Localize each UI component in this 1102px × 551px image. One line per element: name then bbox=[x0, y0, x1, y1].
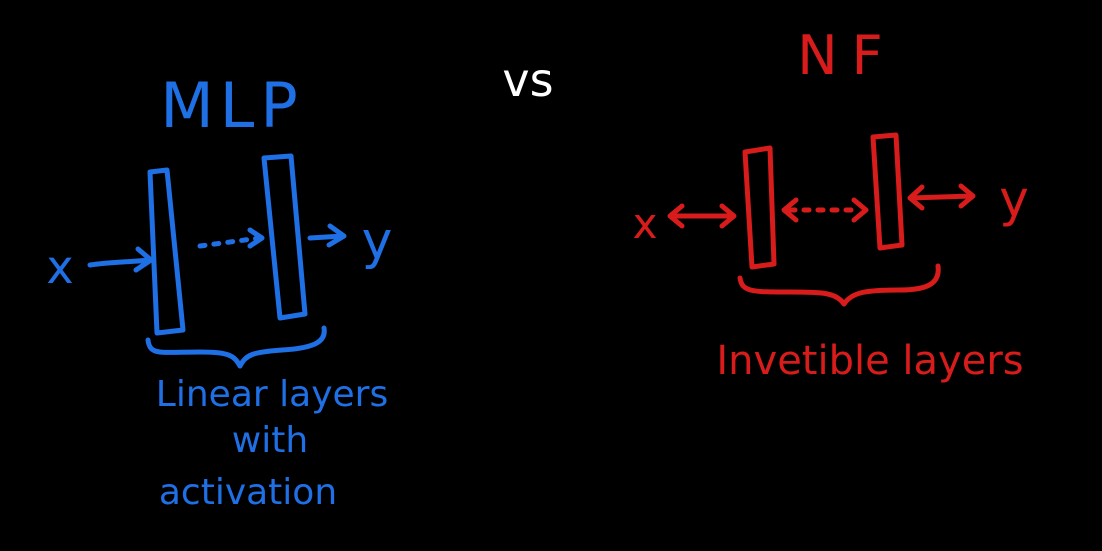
mlp-output-arrow bbox=[307, 223, 347, 248]
mlp-input-arrow bbox=[87, 246, 154, 273]
nf-diagram: NF x y Invetible layers bbox=[633, 24, 1029, 384]
nf-caption: Invetible layers bbox=[716, 338, 1023, 384]
mlp-brace bbox=[145, 325, 327, 369]
mlp-caption-line-3: activation bbox=[159, 472, 337, 513]
mlp-output-label: y bbox=[362, 211, 393, 271]
mlp-dotted-arrow bbox=[197, 235, 263, 249]
nf-output-layer bbox=[870, 132, 905, 251]
nf-input-label: x bbox=[633, 199, 658, 248]
mlp-caption-line-1: Linear layers bbox=[156, 374, 388, 415]
vs-label: vs bbox=[502, 53, 553, 107]
mlp-caption-line-2: with bbox=[232, 420, 308, 461]
nf-output-label: y bbox=[999, 170, 1029, 228]
mlp-title: MLP bbox=[160, 69, 303, 142]
nf-title: NF bbox=[797, 24, 896, 87]
nf-input-bidirectional-arrow bbox=[667, 203, 737, 229]
mlp-diagram: MLP x y Linear layers with activation bbox=[46, 69, 392, 513]
nf-output-bidirectional-arrow bbox=[907, 183, 976, 211]
mlp-input-layer bbox=[147, 167, 186, 336]
mlp-input-label: x bbox=[46, 240, 73, 294]
nf-input-layer bbox=[742, 145, 777, 270]
mlp-output-layer bbox=[261, 153, 308, 321]
mlp-dotted-arrowhead bbox=[247, 227, 265, 249]
nf-dotted-arrowheads bbox=[781, 197, 869, 223]
nf-brace bbox=[737, 263, 941, 307]
